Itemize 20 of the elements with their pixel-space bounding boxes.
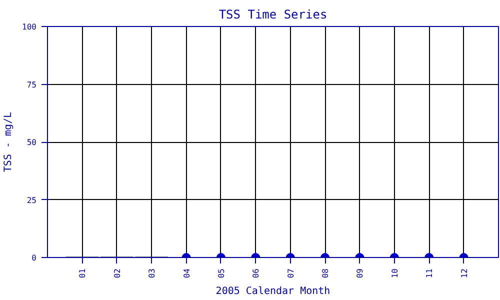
y-tick-label: 75 <box>26 80 37 90</box>
x-tick-label: 04 <box>182 268 192 278</box>
y-tick-label: 50 <box>26 138 37 147</box>
x-tick-label: 11 <box>425 268 434 278</box>
y-tick-label: 0 <box>32 254 37 262</box>
x-tick-label: 06 <box>252 268 261 278</box>
y-axis-title: TSS - mg/L <box>3 112 14 172</box>
chart-title: TSS Time Series <box>218 8 328 22</box>
y-tick-label: 25 <box>26 196 37 205</box>
x-tick-label: 05 <box>216 268 226 278</box>
x-tick-label: 09 <box>356 268 365 278</box>
x-tick-label: 12 <box>460 268 469 278</box>
x-axis-title: 2005 Calendar Month <box>216 286 330 298</box>
x-tick-label: 03 <box>148 268 157 278</box>
x-tick-label: 02 <box>112 268 122 278</box>
x-tick-label: 01 <box>78 268 88 278</box>
y-tick-label: 100 <box>22 22 37 32</box>
x-tick-label: 08 <box>321 268 330 278</box>
x-tick-label: 07 <box>286 268 296 278</box>
x-tick-label: 10 <box>390 268 400 278</box>
